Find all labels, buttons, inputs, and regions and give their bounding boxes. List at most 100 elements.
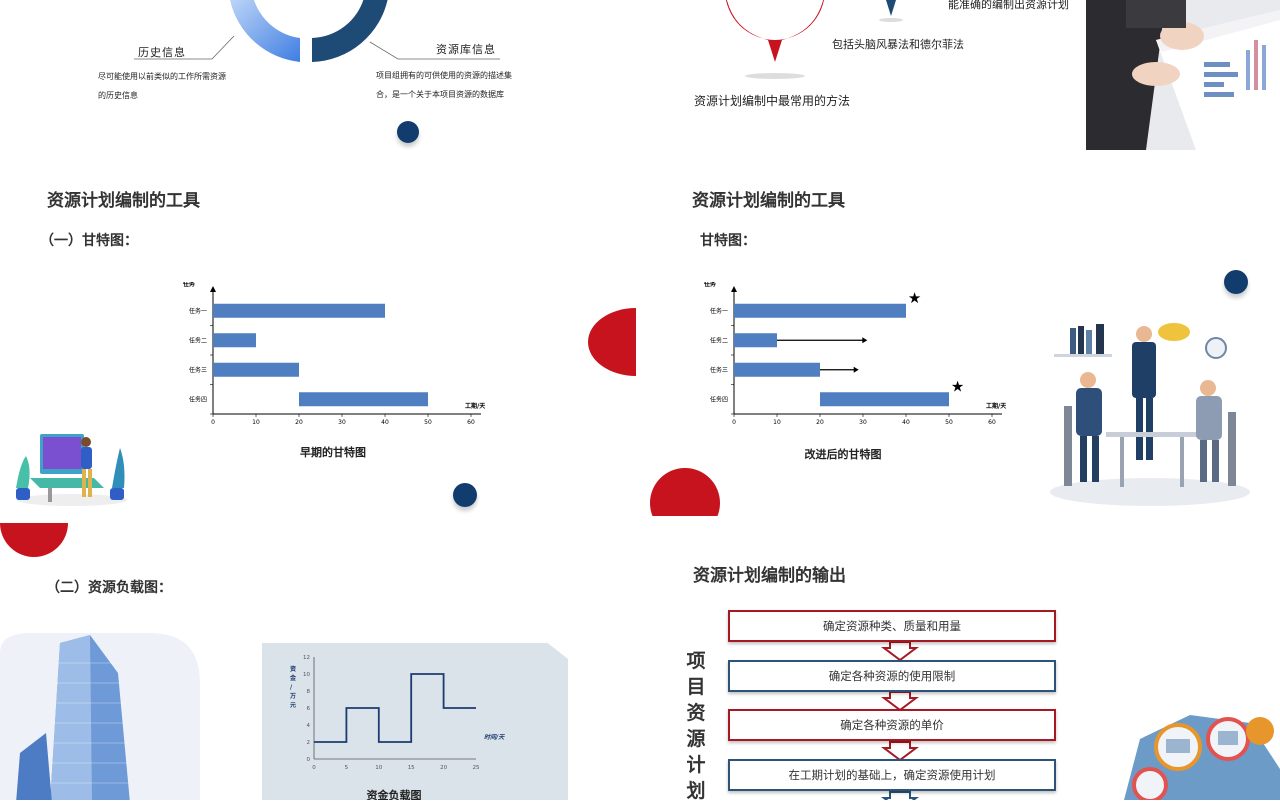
red-half-circle bbox=[0, 523, 68, 557]
flow-step-2: 确定各种资源的使用限制 bbox=[728, 660, 1056, 692]
y-axis-label-char: 万 bbox=[289, 693, 296, 700]
x-axis-label: 工期/天 bbox=[465, 402, 485, 410]
slide-subtitle: 甘特图： bbox=[700, 233, 756, 249]
category-label: 任务三 bbox=[189, 366, 207, 374]
map-pin-icon bbox=[726, 0, 824, 79]
slide-resource-load: （二）资源负载图： 资金 / 万元时间/天 0 2 4 6 8 10 12 0 5 10 15 20 25 资… bbox=[0, 523, 636, 800]
slide-methods: 能准确的编制出资源计划 包括头脑风暴法和德尔菲法 资源计划编制中最常用的方法 bbox=[640, 0, 1280, 155]
x-axis-label: 工期/天 bbox=[986, 402, 1006, 410]
x-tick-label: 25 bbox=[473, 765, 480, 771]
computer-worker-illustration bbox=[16, 434, 127, 506]
category-label: 任务四 bbox=[189, 395, 207, 403]
y-axis-label-char: / bbox=[290, 684, 293, 691]
red-half-circle bbox=[650, 468, 720, 516]
y-tick-label: 10 bbox=[303, 672, 310, 678]
resource-label: 资源库信息 bbox=[436, 43, 496, 56]
x-tick-label: 60 bbox=[467, 419, 475, 426]
gantt-bar bbox=[734, 362, 820, 377]
category-label: 任务三 bbox=[710, 366, 728, 374]
navy-dot bbox=[453, 483, 477, 507]
x-tick-label: 10 bbox=[375, 765, 382, 771]
slide-title: 资源计划编制的输出 bbox=[693, 566, 846, 586]
y-tick-label: 8 bbox=[307, 689, 311, 695]
x-tick-label: 30 bbox=[338, 419, 346, 426]
meeting-illustration bbox=[1050, 323, 1250, 506]
flow-step-1: 确定资源种类、质量和用量 bbox=[728, 610, 1056, 642]
vertical-title: 项 目 资 源 计 划 bbox=[686, 650, 706, 802]
y-axis-label: 任务 bbox=[703, 282, 717, 288]
chart-caption: 资金负载图 bbox=[366, 789, 422, 800]
connector-lines bbox=[134, 35, 500, 60]
gantt-bar bbox=[213, 333, 256, 348]
business-chart-photo bbox=[1086, 0, 1280, 150]
slide-resource-inputs: 历史信息 尽可能使用以前类似的工作所需资源 的历史信息 资源库信息 项目组拥有的… bbox=[0, 0, 640, 155]
flow-arrows bbox=[881, 641, 919, 800]
x-tick-label: 50 bbox=[424, 419, 432, 426]
flow-step-4: 在工期计划的基础上，确定资源使用计划 bbox=[728, 759, 1056, 791]
y-axis-arrow bbox=[210, 286, 216, 292]
arrow-head bbox=[862, 337, 868, 344]
category-label: 任务一 bbox=[189, 307, 207, 315]
category-label: 任务二 bbox=[189, 336, 207, 344]
slide-subtitle: （一）甘特图： bbox=[40, 233, 138, 249]
flow-step-3: 确定各种资源的单价 bbox=[728, 709, 1056, 741]
x-tick-label: 0 bbox=[732, 419, 736, 426]
gantt-bar bbox=[734, 303, 906, 318]
x-tick-label: 20 bbox=[440, 765, 447, 771]
ring-graphic bbox=[230, 0, 388, 62]
category-label: 任务四 bbox=[710, 395, 728, 403]
slide-gantt-early: 资源计划编制的工具 （一）甘特图： 任务 工期/天 0 10 20 30 40 50 60 任务一… bbox=[0, 162, 636, 516]
x-tick-label: 10 bbox=[252, 419, 260, 426]
x-tick-label: 5 bbox=[345, 765, 349, 771]
y-tick-label: 12 bbox=[303, 655, 310, 661]
y-axis-label-char: 元 bbox=[290, 702, 296, 709]
resource-desc: 项目组拥有的可供使用的资源的描述集 合，是一个关于本项目资源的数据库 bbox=[376, 71, 512, 99]
history-label: 历史信息 bbox=[138, 46, 186, 59]
x-tick-label: 30 bbox=[859, 419, 867, 426]
category-label: 任务一 bbox=[710, 307, 728, 315]
x-tick-label: 15 bbox=[408, 765, 415, 771]
x-tick-label: 20 bbox=[295, 419, 303, 426]
history-desc: 尽可能使用以前类似的工作所需资源 的历史信息 bbox=[98, 72, 226, 100]
arrow-head bbox=[853, 366, 859, 373]
category-label: 任务二 bbox=[710, 336, 728, 344]
chart-caption: 改进后的甘特图 bbox=[804, 448, 882, 461]
gantt-bar bbox=[213, 362, 299, 377]
chart-caption: 早期的甘特图 bbox=[300, 446, 366, 459]
gantt-bar bbox=[299, 392, 428, 407]
navy-dot bbox=[1224, 270, 1248, 294]
x-tick-label: 20 bbox=[816, 419, 824, 426]
y-axis-label-char: 金 bbox=[289, 674, 297, 682]
x-tick-label: 50 bbox=[945, 419, 953, 426]
text-bottom: 资源计划编制中最常用的方法 bbox=[694, 94, 851, 108]
x-tick-label: 40 bbox=[902, 419, 910, 426]
text-top: 能准确的编制出资源计划 bbox=[948, 0, 1069, 11]
y-tick-label: 0 bbox=[307, 757, 311, 763]
y-tick-label: 4 bbox=[307, 723, 311, 729]
gantt-bar bbox=[734, 333, 777, 348]
skyscraper-photo bbox=[0, 633, 200, 800]
red-half-circle bbox=[588, 308, 636, 376]
slide-title: 资源计划编制的工具 bbox=[692, 191, 845, 211]
y-axis-arrow bbox=[731, 286, 737, 292]
milestone-star: ★ bbox=[908, 289, 921, 307]
x-tick-label: 40 bbox=[381, 419, 389, 426]
milestone-star: ★ bbox=[951, 377, 964, 395]
x-tick-label: 0 bbox=[211, 419, 215, 426]
load-chart-card bbox=[260, 641, 570, 800]
gantt-bar bbox=[213, 303, 385, 318]
navy-dot bbox=[397, 121, 419, 143]
x-tick-label: 60 bbox=[988, 419, 996, 426]
slide-title: 资源计划编制的工具 bbox=[47, 191, 200, 211]
gantt-bar bbox=[820, 392, 949, 407]
y-axis-label-char: 资 bbox=[290, 665, 296, 673]
x-axis-label: 时间/天 bbox=[484, 733, 505, 741]
x-tick-label: 0 bbox=[312, 765, 316, 771]
slide-gantt-improved: 资源计划编制的工具 甘特图： 任务 工期/天 0 10 20 30 40 50 60 任务一 ★ 任务… bbox=[644, 162, 1280, 516]
load-line bbox=[314, 673, 476, 743]
text-mid: 包括头脑风暴法和德尔菲法 bbox=[832, 38, 964, 51]
slide-subtitle: （二）资源负载图： bbox=[46, 580, 172, 596]
